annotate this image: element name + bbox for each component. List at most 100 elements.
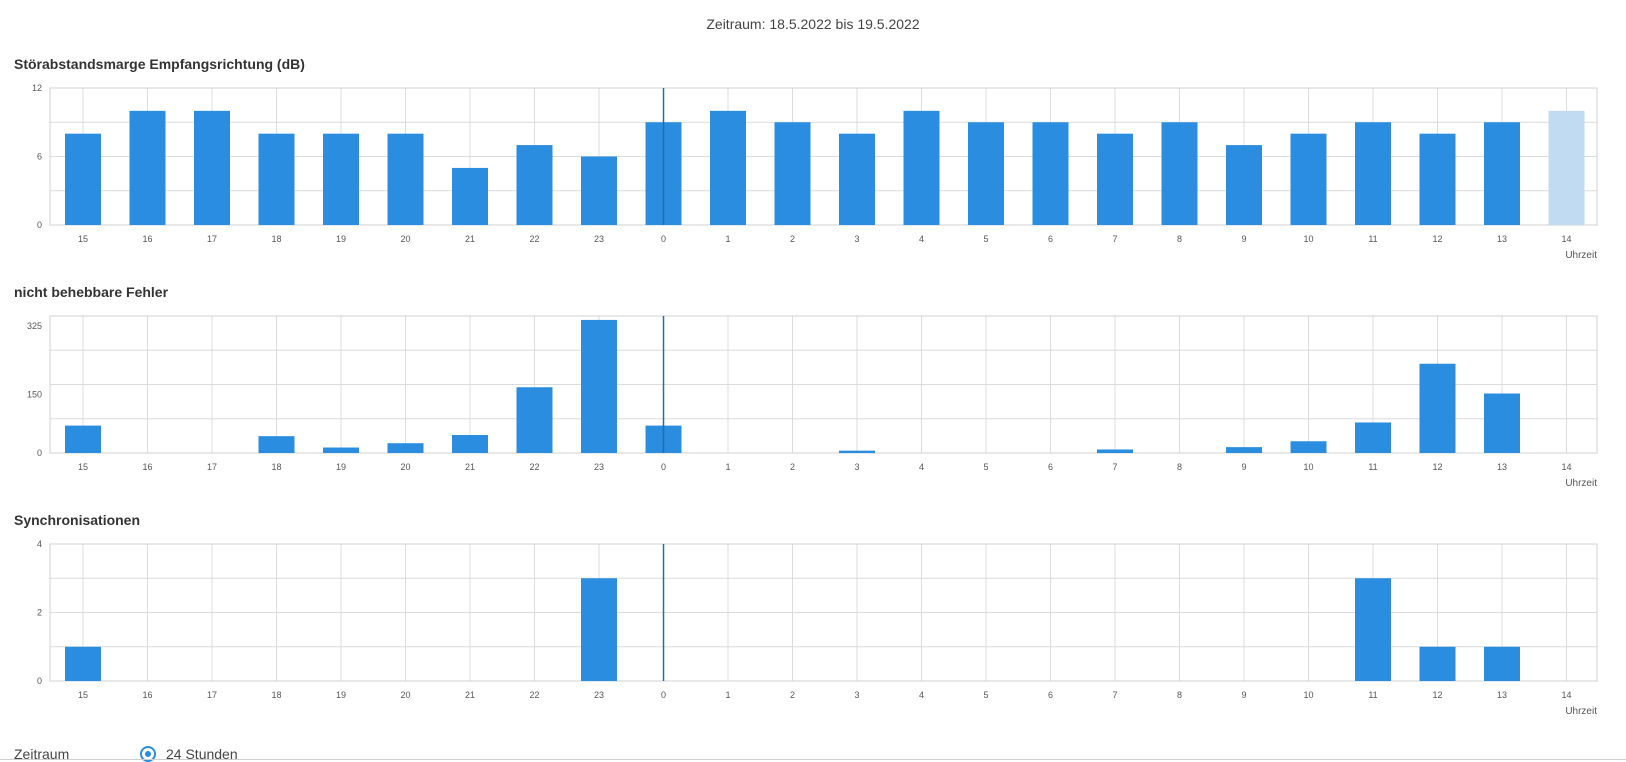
x-tick-label: 18	[271, 462, 281, 472]
bar-5	[968, 122, 1004, 225]
plot-frame	[49, 87, 1598, 226]
x-tick-label: 9	[1241, 690, 1246, 700]
x-tick-label: 15	[78, 462, 88, 472]
x-tick-label: 8	[1177, 690, 1182, 700]
x-tick-label: 20	[400, 462, 410, 472]
x-tick-label: 6	[1048, 690, 1053, 700]
bar-11	[1355, 578, 1391, 681]
x-tick-label: 11	[1368, 234, 1377, 244]
bar-13	[1484, 122, 1520, 225]
y-tick-label: 6	[37, 152, 42, 162]
bar-19	[323, 133, 359, 225]
x-tick-label: 22	[529, 462, 539, 472]
x-tick-label: 0	[661, 462, 666, 472]
x-tick-label: 21	[465, 234, 475, 244]
x-tick-label: 17	[207, 462, 217, 472]
x-tick-label: 23	[594, 234, 604, 244]
x-tick-label: 6	[1048, 462, 1053, 472]
bar-10	[1290, 133, 1327, 225]
x-tick-label: 16	[142, 690, 152, 700]
x-tick-label: 14	[1561, 690, 1571, 700]
bar-1	[710, 110, 746, 225]
y-tick-label: 0	[37, 448, 42, 458]
bar-3	[839, 450, 875, 453]
x-tick-label: 20	[400, 690, 410, 700]
bar-10	[1290, 441, 1327, 453]
x-tick-label: 19	[336, 690, 346, 700]
x-tick-label: 4	[919, 690, 924, 700]
x-tick-label: 7	[1112, 690, 1117, 700]
bar-6	[1032, 122, 1069, 225]
x-tick-label: 5	[983, 462, 988, 472]
radio-24-hours[interactable]	[140, 746, 156, 762]
x-tick-label: 14	[1561, 234, 1571, 244]
x-tick-label: 18	[271, 690, 281, 700]
x-tick-label: 23	[594, 690, 604, 700]
bar-4	[903, 110, 940, 225]
bar-18	[258, 133, 295, 225]
y-tick-label: 325	[27, 321, 42, 331]
x-tick-label: 0	[661, 234, 666, 244]
x-axis-label: Uhrzeit	[1565, 706, 1597, 717]
x-tick-label: 22	[529, 234, 539, 244]
bar-22	[516, 145, 553, 225]
x-tick-label: 6	[1048, 234, 1053, 244]
bar-22	[516, 387, 553, 453]
y-tick-label: 2	[37, 608, 42, 618]
x-tick-label: 12	[1432, 462, 1442, 472]
x-tick-label: 10	[1303, 690, 1313, 700]
bar-23	[581, 156, 617, 225]
x-tick-label: 7	[1112, 234, 1117, 244]
x-tick-label: 13	[1497, 690, 1507, 700]
x-tick-label: 11	[1368, 690, 1377, 700]
x-tick-label: 2	[790, 690, 795, 700]
bar-13	[1484, 646, 1520, 681]
chart-title-errors: nicht behebbare Fehler	[14, 284, 169, 300]
period-title: Zeitraum: 18.5.2022 bis 19.5.2022	[706, 16, 920, 32]
bar-14	[1548, 110, 1585, 225]
x-tick-label: 21	[465, 462, 475, 472]
x-axis-label: Uhrzeit	[1565, 478, 1597, 489]
bar-8	[1161, 122, 1198, 225]
bar-7	[1097, 449, 1133, 453]
x-tick-label: 3	[854, 690, 859, 700]
bar-20	[387, 133, 424, 225]
period-label: Zeitraum	[14, 746, 70, 762]
bar-15	[65, 133, 101, 225]
radio-24-hours-label[interactable]: 24 Stunden	[166, 746, 238, 762]
x-tick-label: 5	[983, 690, 988, 700]
bar-9	[1226, 447, 1262, 453]
bar-13	[1484, 393, 1520, 453]
bar-7	[1097, 133, 1133, 225]
x-tick-label: 10	[1303, 234, 1313, 244]
x-tick-label: 9	[1241, 462, 1246, 472]
bar-3	[839, 133, 875, 225]
x-tick-label: 19	[336, 462, 346, 472]
x-tick-label: 3	[854, 462, 859, 472]
x-tick-label: 4	[919, 234, 924, 244]
plot-frame	[49, 315, 1598, 454]
x-tick-label: 8	[1177, 234, 1182, 244]
y-tick-label: 4	[37, 539, 42, 549]
x-tick-label: 11	[1368, 462, 1377, 472]
x-tick-label: 23	[594, 462, 604, 472]
bar-23	[581, 319, 617, 453]
x-tick-label: 12	[1432, 234, 1442, 244]
bar-19	[323, 447, 359, 453]
bar-2	[774, 122, 811, 225]
x-tick-label: 20	[400, 234, 410, 244]
x-tick-label: 1	[725, 690, 730, 700]
x-tick-label: 12	[1432, 690, 1442, 700]
bar-17	[194, 110, 230, 225]
x-tick-label: 3	[854, 234, 859, 244]
x-tick-label: 17	[207, 234, 217, 244]
chart-title-sync: Synchronisationen	[14, 512, 141, 528]
x-tick-label: 13	[1497, 234, 1507, 244]
bar-9	[1226, 145, 1262, 225]
x-tick-label: 2	[790, 462, 795, 472]
x-tick-label: 17	[207, 690, 217, 700]
x-tick-label: 2	[790, 234, 795, 244]
